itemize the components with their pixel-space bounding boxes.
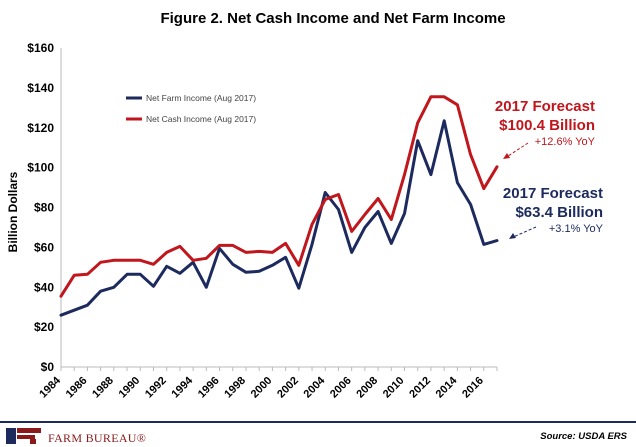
annotation-farm-title: 2017 Forecast (503, 185, 603, 202)
legend-label-net-farm-income: Net Farm Income (Aug 2017) (146, 93, 256, 103)
logo-mark-bar-lower (17, 435, 35, 439)
annotation-cash-change: +12.6% YoY (535, 136, 596, 148)
x-tick-marks (60, 367, 498, 371)
x-tick-label: 1994 (169, 374, 195, 400)
annotation-farm-change: +3.1% YoY (549, 223, 604, 235)
x-tick-label: 1998 (222, 375, 248, 401)
chart-title: Figure 2. Net Cash Income and Net Farm I… (160, 10, 505, 27)
x-tick-label: 1990 (117, 375, 143, 401)
y-tick-label: $120 (27, 121, 54, 135)
x-tick-label: 1996 (196, 375, 222, 401)
x-tick-label: 2016 (460, 375, 486, 401)
x-tick-label: 2008 (354, 375, 380, 401)
x-tick-label: 2006 (328, 375, 354, 401)
annotation-cash-title: 2017 Forecast (495, 98, 595, 115)
x-tick-label: 2002 (275, 375, 301, 401)
y-tick-label: $0 (41, 360, 55, 374)
logo-mark (6, 428, 16, 444)
annotation-cash-arrow (504, 142, 529, 159)
annotation-farm-value: $63.4 Billion (515, 204, 603, 221)
x-tick-label: 2010 (381, 375, 407, 401)
x-tick-label: 2012 (407, 375, 433, 401)
x-tick-label: 1986 (64, 375, 90, 401)
x-tick-label: 1988 (90, 375, 116, 401)
annotation-cash-value: $100.4 Billion (499, 117, 595, 134)
annotation-cash-arrowhead (503, 153, 510, 159)
x-tick-label: 1992 (143, 375, 169, 401)
y-tick-label: $40 (34, 280, 54, 294)
y-axis-label: Billion Dollars (6, 171, 20, 252)
x-tick-label: 2014 (434, 374, 460, 400)
annotation-net-farm-income: 2017 Forecast $63.4 Billion +3.1% YoY (503, 185, 604, 239)
source-note: Source: USDA ERS (540, 431, 627, 442)
legend-label-net-cash-income: Net Cash Income (Aug 2017) (146, 114, 256, 124)
y-tick-labels: $0 $20 $40 $60 $80 $100 $120 $140 $160 (27, 41, 54, 374)
x-tick-label: 1984 (37, 374, 63, 400)
x-tick-labels: 1984 1986 1988 1990 1992 1994 1996 1998 2000 2002… (37, 374, 486, 400)
x-tick-label: 2000 (249, 375, 275, 401)
logo-mark-bar (17, 428, 41, 433)
logo-mark-stem (30, 439, 36, 444)
series-lines (59, 95, 499, 317)
series-line-net-farm-income (59, 119, 499, 317)
annotation-farm-arrow (510, 226, 537, 239)
y-tick-label: $60 (34, 240, 54, 254)
x-tick-label: 2004 (302, 374, 328, 400)
y-tick-label: $140 (27, 81, 54, 95)
farm-bureau-logo: FARM BUREAU® (6, 428, 146, 445)
annotation-farm-arrowhead (509, 233, 516, 239)
y-tick-label: $100 (27, 161, 54, 175)
y-tick-label: $80 (34, 201, 54, 215)
y-tick-label: $20 (34, 320, 54, 334)
series-line-net-cash-income (59, 95, 499, 298)
y-tick-label: $160 (27, 41, 54, 55)
logo-text: FARM BUREAU® (48, 431, 146, 445)
annotation-net-cash-income: 2017 Forecast $100.4 Billion +12.6% YoY (495, 98, 596, 159)
legend: Net Farm Income (Aug 2017) Net Cash Inco… (126, 93, 256, 124)
